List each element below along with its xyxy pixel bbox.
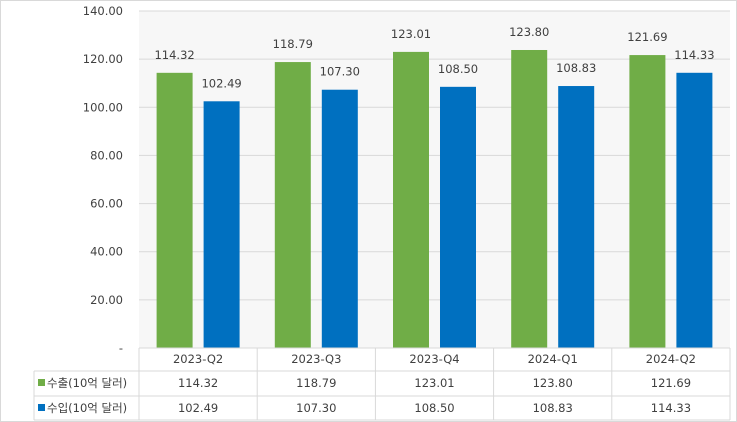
y-tick-label: -: [119, 341, 123, 355]
table-cell: 102.49: [178, 401, 218, 415]
table-cell: 123.80: [533, 376, 573, 390]
x-tick-label: 2024-Q1: [528, 352, 578, 366]
y-tick-label: 100.00: [83, 100, 123, 114]
table-cell: 118.79: [296, 376, 336, 390]
legend-key: [38, 404, 45, 411]
data-label: 107.30: [320, 65, 360, 79]
bar: [440, 86, 476, 348]
bar: [156, 72, 193, 348]
table-cell: 121.69: [651, 376, 691, 390]
data-label: 108.83: [556, 61, 596, 75]
data-label: 118.79: [273, 37, 313, 51]
bar: [274, 62, 311, 348]
bar: [629, 55, 666, 348]
table-cell: 107.30: [296, 401, 336, 415]
data-label: 123.80: [509, 25, 549, 39]
x-tick-label: 2023-Q2: [173, 352, 223, 366]
legend-label: 수출(10억 달러): [47, 376, 127, 390]
x-tick-label: 2023-Q4: [409, 352, 459, 366]
data-label: 102.49: [201, 76, 241, 90]
table-cell: 114.32: [178, 376, 218, 390]
legend-label: 수입(10억 달러): [47, 401, 127, 415]
x-tick-label: 2024-Q2: [646, 352, 696, 366]
data-label: 123.01: [391, 27, 431, 41]
data-label: 114.32: [154, 48, 194, 62]
y-tick-label: 40.00: [90, 245, 123, 259]
data-label: 114.33: [674, 48, 714, 62]
y-tick-label: 60.00: [90, 197, 123, 211]
data-label: 108.50: [438, 62, 478, 76]
bar: [321, 89, 358, 349]
data-label: 121.69: [627, 30, 667, 44]
y-tick-label: 20.00: [90, 293, 123, 307]
bar: [203, 101, 240, 348]
table-cell: 108.83: [533, 401, 573, 415]
x-tick-label: 2023-Q3: [291, 352, 341, 366]
table-cell: 123.01: [414, 376, 454, 390]
table-cell: 114.33: [651, 401, 691, 415]
y-tick-label: 140.00: [83, 4, 123, 18]
bar: [558, 86, 595, 348]
bar: [393, 51, 429, 348]
bar: [511, 49, 548, 348]
bar: [676, 72, 713, 349]
y-tick-label: 120.00: [83, 52, 123, 66]
y-tick-label: 80.00: [90, 148, 123, 162]
table-cell: 108.50: [414, 401, 454, 415]
legend-key: [38, 379, 45, 386]
